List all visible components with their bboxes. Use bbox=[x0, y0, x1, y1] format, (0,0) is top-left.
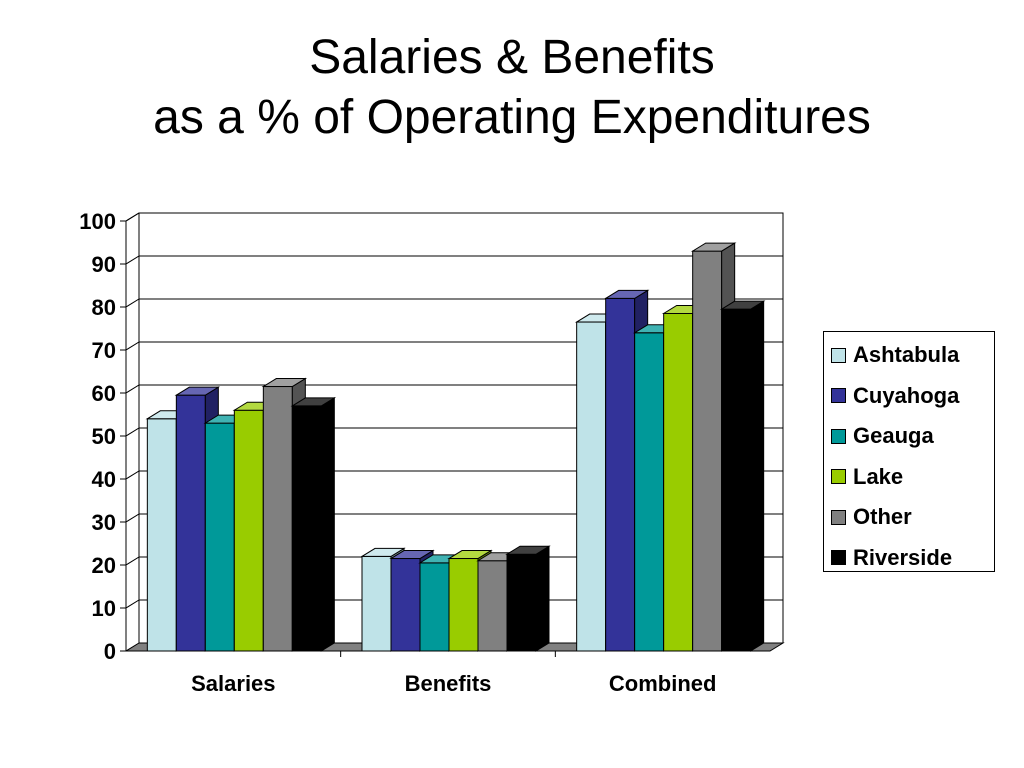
bar-side-riverside-salaries bbox=[320, 397, 335, 652]
bar-lake-benefits bbox=[448, 558, 479, 652]
legend-swatch bbox=[831, 509, 846, 525]
bar-other-salaries bbox=[262, 386, 293, 652]
bar-riverside-salaries bbox=[291, 405, 322, 652]
bar-side-riverside-benefits bbox=[535, 545, 550, 652]
bar-geauga-salaries bbox=[204, 422, 235, 652]
y-tick-label: 50 bbox=[92, 424, 116, 449]
legend-swatch bbox=[831, 388, 846, 403]
legend-label: Other bbox=[853, 504, 912, 529]
legend-swatch bbox=[831, 469, 846, 484]
bar-top-lake-benefits bbox=[447, 550, 493, 560]
legend-label: Geauga bbox=[853, 423, 934, 448]
y-tick-label: 30 bbox=[92, 510, 116, 535]
gridline bbox=[125, 384, 783, 394]
bar-riverside-benefits bbox=[506, 553, 537, 652]
y-tick-label: 60 bbox=[92, 381, 116, 406]
chart-title: Salaries & Benefits as a % of Operating … bbox=[0, 28, 1024, 148]
gridline bbox=[125, 427, 783, 437]
y-tick-label: 80 bbox=[92, 295, 116, 320]
legend-label: Riverside bbox=[853, 544, 953, 570]
legend-item: Cuyahoga bbox=[831, 382, 960, 408]
bar-cuyahoga-combined bbox=[605, 297, 636, 652]
gridline bbox=[125, 513, 783, 523]
bar-other-combined bbox=[692, 250, 723, 652]
legend-item: Lake bbox=[831, 463, 904, 489]
legend-swatch bbox=[831, 550, 846, 565]
gridline bbox=[125, 212, 783, 222]
legend-swatch bbox=[831, 428, 846, 444]
legend-label: Cuyahoga bbox=[853, 382, 960, 408]
x-category-label: Salaries bbox=[191, 671, 275, 696]
gridline bbox=[125, 341, 783, 351]
chart-title-line-2: as a % of Operating Expenditures bbox=[153, 91, 871, 144]
bar-top-other-salaries bbox=[261, 378, 308, 388]
bar-side-riverside-combined bbox=[750, 300, 765, 652]
y-tick-label: 0 bbox=[104, 639, 116, 664]
bar-top-riverside-combined bbox=[719, 300, 766, 310]
legend-item: Ashtabula bbox=[831, 342, 960, 367]
chart-title-line-1: Salaries & Benefits bbox=[309, 31, 715, 84]
gridline bbox=[125, 298, 783, 308]
bar-geauga-combined bbox=[634, 332, 665, 652]
bar-riverside-combined bbox=[721, 308, 752, 652]
bar-ashtabula-combined bbox=[576, 321, 607, 652]
y-tick-label: 10 bbox=[92, 596, 116, 621]
bar-lake-combined bbox=[663, 312, 694, 652]
y-tick-label: 20 bbox=[92, 553, 116, 578]
gridline bbox=[125, 556, 783, 566]
y-tick-label: 90 bbox=[92, 252, 116, 277]
y-tick-label: 100 bbox=[79, 209, 116, 234]
legend-item: Riverside bbox=[831, 544, 953, 570]
bar-top-cuyahoga-combined bbox=[603, 289, 650, 299]
legend-swatch bbox=[831, 347, 846, 363]
chart-legend: Ashtabula Cuyahoga Geauga Lake Other Riversid… bbox=[823, 331, 995, 572]
bar-lake-salaries bbox=[233, 409, 264, 652]
bar-other-benefits bbox=[477, 560, 508, 652]
gridline bbox=[125, 599, 783, 609]
bar-top-other-combined bbox=[690, 242, 737, 252]
x-category-label: Combined bbox=[609, 671, 717, 696]
bar-top-ashtabula-benefits bbox=[360, 547, 406, 557]
gridline bbox=[125, 470, 783, 480]
bar-geauga-benefits bbox=[419, 562, 450, 652]
bar-top-riverside-salaries bbox=[290, 397, 337, 407]
x-category-label: Benefits bbox=[405, 671, 492, 696]
bar-ashtabula-salaries bbox=[146, 418, 177, 652]
legend-label: Ashtabula bbox=[853, 342, 960, 367]
legend-item: Other bbox=[831, 504, 912, 529]
y-tick-label: 70 bbox=[92, 338, 116, 363]
gridline bbox=[125, 255, 783, 265]
y-tick-label: 40 bbox=[92, 467, 116, 492]
bar-top-riverside-benefits bbox=[505, 545, 551, 555]
legend-item: Geauga bbox=[831, 423, 934, 448]
legend-label: Lake bbox=[853, 463, 904, 489]
bar-ashtabula-benefits bbox=[361, 555, 392, 652]
bar-top-cuyahoga-salaries bbox=[174, 386, 221, 396]
bar-top-cuyahoga-benefits bbox=[389, 550, 435, 560]
bar-cuyahoga-benefits bbox=[390, 558, 421, 652]
bar-cuyahoga-salaries bbox=[175, 394, 206, 652]
